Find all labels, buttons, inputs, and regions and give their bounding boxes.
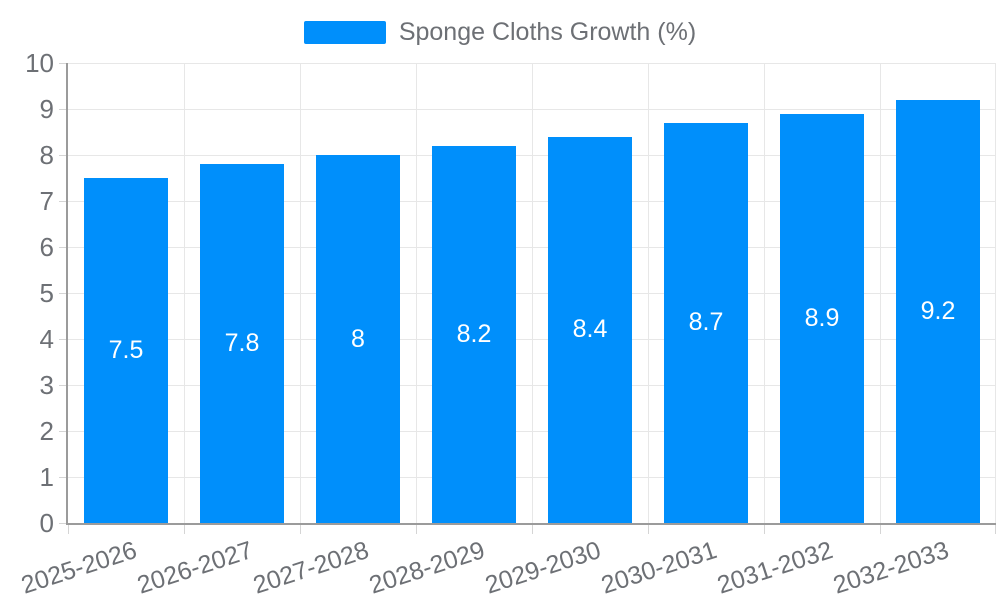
bar-value-label: 8.4 (572, 315, 608, 344)
x-axis-tick (184, 525, 185, 534)
bar[interactable]: 7.8 (200, 164, 284, 523)
bar[interactable]: 7.5 (84, 178, 168, 523)
x-gridline (995, 63, 996, 523)
bar[interactable]: 9.2 (896, 99, 980, 523)
y-axis-tick (59, 109, 68, 110)
y-axis-label: 4 (39, 324, 54, 354)
legend-item[interactable]: Sponge Cloths Growth (%) (303, 18, 697, 47)
x-axis-label: 2026-2027 (134, 536, 257, 600)
y-axis-label: 1 (39, 462, 54, 492)
y-axis-tick (59, 63, 68, 64)
y-axis-tick (59, 339, 68, 340)
x-axis-tick (648, 525, 649, 534)
y-axis-tick (59, 247, 68, 248)
x-axis-tick (68, 525, 69, 534)
x-axis-tick (995, 525, 996, 534)
legend-marker-swatch (303, 21, 386, 44)
bar-value-label: 7.8 (224, 329, 260, 358)
bar-value-label: 8.9 (804, 303, 840, 332)
x-gridline (300, 63, 301, 523)
y-axis-line (66, 63, 68, 525)
y-axis-tick (59, 385, 68, 386)
y-axis-tick (59, 523, 68, 524)
x-axis-line (66, 523, 996, 525)
x-gridline (880, 63, 881, 523)
legend-label: Sponge Cloths Growth (%) (398, 18, 697, 46)
bar-value-label: 7.5 (108, 336, 144, 364)
y-axis-label: 10 (25, 48, 54, 78)
bar-value-label: 8 (351, 324, 365, 353)
y-axis-label: 2 (39, 416, 54, 446)
x-axis-tick (764, 525, 765, 534)
y-axis-label: 7 (39, 186, 54, 216)
x-axis-tick (416, 525, 417, 534)
x-gridline (764, 63, 765, 523)
bar[interactable]: 8.9 (780, 113, 864, 523)
y-axis-tick (59, 155, 68, 156)
y-axis-label: 9 (39, 94, 54, 124)
x-axis-label: 2028-2029 (366, 536, 489, 600)
x-axis-label: 2027-2028 (250, 536, 373, 600)
bar-value-label: 8.7 (688, 308, 724, 337)
bar[interactable]: 8.2 (432, 145, 516, 523)
y-axis-tick (59, 477, 68, 478)
y-axis-label: 6 (39, 232, 54, 262)
y-axis-label: 5 (39, 278, 54, 308)
x-axis-label: 2025-2026 (18, 536, 141, 600)
y-axis-label: 3 (39, 370, 54, 400)
x-gridline (648, 63, 649, 523)
x-axis-label: 2029-2030 (482, 536, 605, 600)
y-axis-tick (59, 201, 68, 202)
y-axis-label: 0 (39, 508, 54, 538)
x-axis-tick (300, 525, 301, 534)
x-axis-tick (880, 525, 881, 534)
x-gridline (532, 63, 533, 523)
x-axis-label: 2032-2033 (830, 536, 953, 600)
y-axis-tick (59, 431, 68, 432)
x-gridline (416, 63, 417, 523)
x-axis-tick (532, 525, 533, 534)
plot-area: 0 1 2 3 4 5 6 7 8 9 10 7.5 7.8 8 8.2 8.4 8.7 8.9 9.2 2025-2… (18, 50, 996, 600)
bar[interactable]: 8.4 (548, 136, 632, 523)
y-axis-tick (59, 293, 68, 294)
x-axis-label: 2031-2032 (714, 536, 837, 600)
x-axis-label: 2030-2031 (598, 536, 721, 600)
chart-legend: Sponge Cloths Growth (%) (0, 18, 1000, 47)
bar-value-label: 8.2 (456, 319, 492, 348)
y-axis-label: 8 (39, 140, 54, 170)
x-gridline (184, 63, 185, 523)
bar-value-label: 9.2 (920, 296, 956, 325)
bar[interactable]: 8 (316, 155, 400, 523)
bar[interactable]: 8.7 (664, 122, 748, 523)
